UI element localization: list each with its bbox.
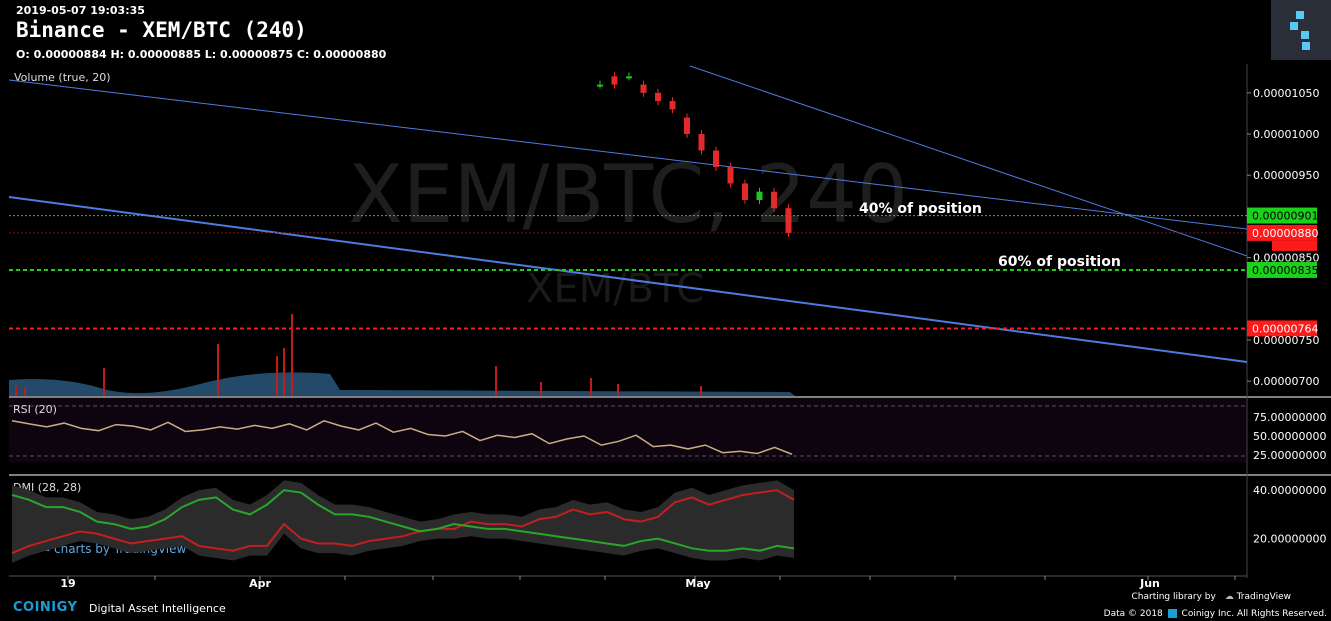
price-tick-label: 0.00001050: [1253, 87, 1319, 100]
volume-bar: [15, 386, 17, 396]
current-price-extension: [1272, 240, 1317, 251]
dmi-tick-label: 40.00000000: [1253, 484, 1326, 497]
rsi-band: [9, 398, 1247, 462]
volume-bar: [291, 314, 293, 396]
ohlc-readout: O: 0.00000884 H: 0.00000885 L: 0.0000087…: [16, 48, 387, 61]
volume-bar: [590, 378, 592, 396]
x-tick-label: 19: [60, 577, 75, 590]
footer-copyright: Data © 2018 Coinigy Inc. All Rights Rese…: [1104, 609, 1327, 619]
price-level-badge: [1247, 320, 1317, 337]
trend-line[interactable]: [8, 79, 1248, 230]
candle: [669, 101, 676, 110]
candle: [655, 92, 661, 102]
x-tick-label: Jun: [1139, 577, 1160, 590]
company-text: Coinigy Inc. All Rights Reserved.: [1181, 609, 1327, 619]
candle: [611, 76, 618, 85]
candle: [684, 117, 690, 135]
price-level-badge: [1247, 207, 1317, 224]
volume-bar: [217, 344, 219, 396]
charting-label: Charting library by: [1131, 592, 1216, 602]
candle: [756, 191, 763, 200]
price-level-label: 0.00000835: [1252, 264, 1318, 277]
candle: [742, 183, 748, 200]
price-level-label: 0.00000880: [1252, 227, 1318, 240]
candle: [771, 191, 777, 209]
price-level-label: 0.00000901: [1252, 210, 1318, 223]
trend-line[interactable]: [689, 65, 1248, 257]
dmi-tick-label: 20.00000000: [1253, 533, 1326, 546]
volume-bar: [276, 356, 278, 396]
trend-line[interactable]: [8, 196, 1248, 363]
footer-charting-library[interactable]: Charting library by ☁ TradingView: [1131, 592, 1291, 602]
dmi-plus-line: [11, 489, 795, 552]
volume-bar: [540, 382, 542, 396]
candle: [640, 84, 647, 93]
x-tick-label: Apr: [249, 577, 271, 590]
rsi-tick-label: 50.00000000: [1253, 430, 1326, 443]
footer-tagline: Digital Asset Intelligence: [89, 602, 226, 615]
price-tick-label: 0.00000850: [1253, 252, 1319, 265]
price-tick-label: 0.00000950: [1253, 169, 1319, 182]
rsi-tick-label: 75.00000000: [1253, 411, 1326, 424]
price-level-badge: [1247, 261, 1317, 278]
volume-bar: [495, 366, 497, 396]
dmi-minus-line: [11, 489, 795, 555]
copyright-text: Data © 2018: [1103, 609, 1163, 619]
volume-bar: [24, 388, 26, 396]
candle: [713, 150, 719, 167]
price-level-label: 0.00000764: [1252, 322, 1318, 335]
price-tick-label: 0.00001000: [1253, 128, 1319, 141]
candle: [597, 84, 603, 87]
volume-bar: [700, 386, 702, 396]
dmi-fill: [12, 480, 794, 563]
coinigy-mini-icon: [1167, 609, 1177, 618]
rsi-tick-label: 25.00000000: [1253, 449, 1326, 462]
candle: [727, 166, 734, 184]
chart-title: Binance - XEM/BTC (240): [16, 18, 307, 42]
app-logo-icon[interactable]: [1271, 0, 1331, 60]
tradingview-label: TradingView: [1236, 592, 1291, 602]
volume-bar: [617, 384, 619, 396]
volume-bar: [283, 348, 285, 396]
tradingview-cloud-icon: ☁: [1224, 592, 1234, 602]
rsi-line: [11, 419, 793, 455]
candle: [626, 76, 632, 79]
candle: [785, 208, 792, 233]
rsi-label: RSI (20): [13, 403, 57, 416]
price-tick-label: 0.00000700: [1253, 375, 1319, 388]
x-tick-label: May: [685, 577, 710, 590]
price-level-badge: [1247, 224, 1317, 241]
annotation-40: 40% of position: [859, 201, 982, 217]
volume-ma-area: [9, 372, 795, 396]
volume-bar: [103, 368, 105, 396]
annotation-60: 60% of position: [998, 254, 1121, 270]
candle: [698, 134, 705, 151]
watermark-sub: XEM/BTC: [526, 266, 704, 312]
timestamp: 2019-05-07 19:03:35: [16, 4, 145, 17]
volume-label: Volume (true, 20): [14, 71, 111, 84]
price-tick-label: 0.00000750: [1253, 334, 1319, 347]
footer-brand[interactable]: COINIGY: [13, 600, 78, 615]
watermark-main: XEM/BTC, 240: [348, 148, 908, 241]
